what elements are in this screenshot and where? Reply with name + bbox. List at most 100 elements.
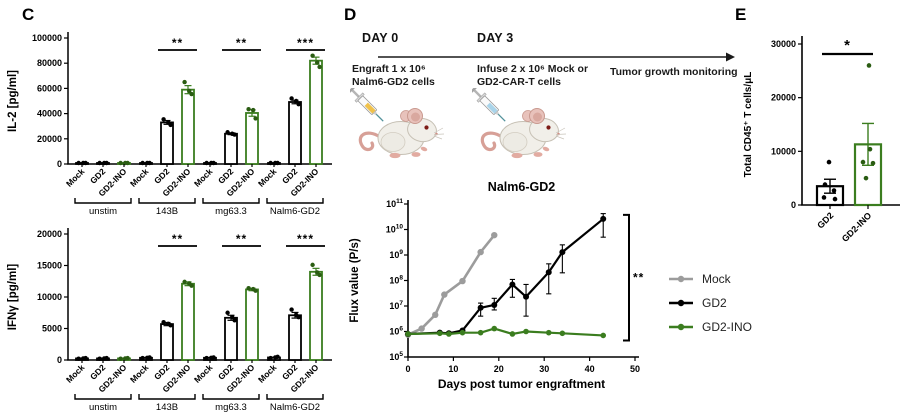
day0-label: DAY 0 — [362, 31, 399, 45]
step1-line2: Nalm6-GD2 cells — [352, 76, 435, 88]
syringe-icon — [470, 86, 506, 122]
svg-text:10000: 10000 — [771, 146, 796, 156]
flux-chart-title: Nalm6-GD2 — [488, 180, 555, 194]
series-GD2-INO — [405, 325, 607, 339]
svg-text:**: ** — [236, 232, 247, 246]
svg-text:***: *** — [297, 232, 314, 246]
svg-text:50: 50 — [630, 364, 640, 374]
step2-line1: Infuse 2 x 10⁶ Mock or — [477, 63, 589, 75]
svg-text:Mock: Mock — [64, 166, 87, 189]
step2-line2: GD2-CAR-T cells — [477, 76, 562, 88]
svg-text:20000: 20000 — [771, 93, 796, 103]
svg-text:Mock: Mock — [128, 166, 151, 189]
significance-star: * — [844, 37, 850, 54]
mouse-day0-illustration — [348, 86, 445, 168]
svg-text:10000: 10000 — [37, 292, 62, 302]
mouse-tail — [358, 131, 382, 152]
series-GD2 — [405, 213, 607, 337]
svg-text:5000: 5000 — [42, 324, 62, 334]
svg-text:20000: 20000 — [37, 134, 62, 144]
svg-text:0: 0 — [791, 200, 796, 210]
svg-text:Mock: Mock — [192, 362, 215, 385]
legend-label: GD2 — [702, 296, 727, 310]
svg-text:Nalm6-GD2: Nalm6-GD2 — [270, 206, 320, 217]
bar-GD2-INO: GD2-INO — [840, 63, 883, 244]
flux-line-chart: Nalm6-GD2 105 106 107 108 109 1010 1011 0 10 20 30 4… — [349, 180, 644, 391]
syringe-icon — [348, 86, 384, 122]
svg-text:107: 107 — [389, 300, 403, 311]
svg-text:20000: 20000 — [37, 229, 62, 239]
significance-stars: ** — [633, 271, 644, 285]
step1-line1: Engraft 1 x 10⁶ — [352, 63, 426, 75]
svg-text:Mock: Mock — [192, 166, 215, 189]
legend-item-mock: Mock — [668, 272, 752, 286]
svg-text:30000: 30000 — [771, 39, 796, 49]
svg-text:**: ** — [172, 36, 183, 50]
svg-text:30: 30 — [539, 364, 549, 374]
panel-e-label: E — [735, 5, 747, 24]
timeline-step-engraft: Engraft 1 x 10⁶ Nalm6-GD2 cells — [352, 63, 435, 89]
svg-text:***: *** — [297, 36, 314, 50]
mock-line-swatch — [669, 275, 693, 283]
gd2-line-swatch — [669, 299, 693, 307]
flux-y-axis-title: Flux value (P/s) — [349, 238, 361, 323]
timeline-step-monitoring: Tumor growth monitoring — [610, 66, 738, 78]
svg-text:0: 0 — [57, 355, 62, 365]
day3-label: DAY 3 — [477, 31, 514, 45]
mouse-eye — [546, 125, 551, 130]
y-axis-title: IL-2 [pg/ml] — [7, 70, 19, 132]
svg-text:Nalm6-GD2: Nalm6-GD2 — [270, 402, 320, 413]
svg-text:108: 108 — [389, 275, 403, 286]
svg-text:Mock: Mock — [256, 166, 279, 189]
svg-text:80000: 80000 — [37, 58, 62, 68]
svg-text:Mock: Mock — [64, 362, 87, 385]
svg-text:109: 109 — [389, 249, 403, 260]
mouse-eye — [424, 125, 429, 130]
svg-text:106: 106 — [389, 326, 403, 337]
svg-text:GD2-INO: GD2-INO — [840, 210, 874, 244]
svg-text:40: 40 — [585, 364, 595, 374]
gd2-ino-line-swatch — [669, 323, 693, 331]
mouse-day3-illustration — [470, 86, 567, 168]
svg-text:mg63.3: mg63.3 — [215, 402, 247, 413]
svg-text:0: 0 — [405, 364, 410, 374]
svg-text:Mock: Mock — [128, 362, 151, 385]
svg-text:**: ** — [236, 36, 247, 50]
svg-text:0: 0 — [57, 159, 62, 169]
svg-text:**: ** — [172, 232, 183, 246]
legend-label: Mock — [702, 272, 731, 286]
flux-x-axis-title: Days post tumor engraftment — [438, 377, 605, 391]
svg-text:Mock: Mock — [256, 362, 279, 385]
timeline-arrow — [378, 52, 735, 62]
svg-text:100000: 100000 — [32, 33, 62, 43]
svg-text:unstim: unstim — [89, 402, 117, 413]
svg-text:40000: 40000 — [37, 109, 62, 119]
svg-text:143B: 143B — [156, 402, 178, 413]
svg-text:60000: 60000 — [37, 83, 62, 93]
significance-bracket — [623, 213, 630, 342]
svg-text:mg63.3: mg63.3 — [215, 206, 247, 217]
cd45-bar-chart: 0 10000 20000 30000 Total CD45⁺ T cells/μL GD… — [743, 36, 900, 244]
flux-legend: Mock GD2 GD2-INO — [668, 272, 752, 334]
svg-text:10: 10 — [448, 364, 458, 374]
legend-item-gd2: GD2 — [668, 296, 752, 310]
timeline-step-infuse: Infuse 2 x 10⁶ Mock or GD2-CAR-T cells — [477, 63, 588, 89]
svg-text:15000: 15000 — [37, 261, 62, 271]
svg-text:20: 20 — [494, 364, 504, 374]
panel-d-label: D — [344, 5, 357, 24]
mouse-tail — [480, 131, 504, 152]
mouse-icon — [348, 86, 445, 159]
svg-text:143B: 143B — [156, 206, 178, 217]
series-Mock — [404, 231, 498, 338]
svg-text:105: 105 — [389, 351, 403, 362]
panel-c-label: C — [22, 5, 35, 24]
svg-text:GD2: GD2 — [815, 210, 835, 230]
